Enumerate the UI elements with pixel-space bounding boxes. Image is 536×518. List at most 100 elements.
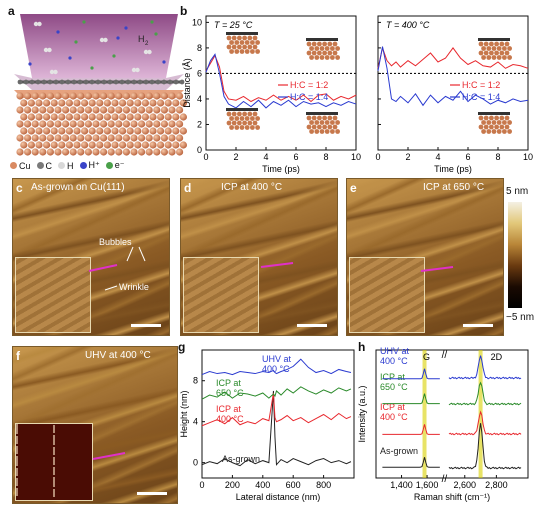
cu-atom bbox=[335, 120, 340, 125]
cu-atom bbox=[244, 49, 250, 54]
cu-atom bbox=[138, 148, 146, 156]
series-label: As-grown bbox=[222, 454, 260, 464]
cu-atom bbox=[119, 99, 127, 107]
profile-line bbox=[201, 390, 352, 467]
cu-atom bbox=[81, 99, 89, 107]
cu-atom bbox=[327, 124, 333, 130]
cu-atom bbox=[69, 106, 77, 114]
x-tick-label: 0 bbox=[375, 152, 380, 162]
cu-atom bbox=[130, 92, 138, 100]
cu-atom bbox=[77, 120, 85, 128]
cu-atom bbox=[157, 127, 165, 135]
cu-atom bbox=[255, 125, 260, 130]
cu-atom bbox=[103, 99, 111, 107]
x-tick-label: 2 bbox=[233, 152, 238, 162]
md-plot-0: 0 2 4 6 8 10 0 2 4 6 8 10 Time (ps) T = 25 °C H:C = 1:… bbox=[192, 15, 361, 174]
y-tick-label: 6 bbox=[197, 68, 202, 78]
hydrogen-atom bbox=[37, 21, 42, 27]
cu-atom bbox=[478, 115, 484, 121]
cu-atom bbox=[332, 50, 338, 56]
cu-atom bbox=[324, 46, 330, 51]
graphene-atom bbox=[53, 79, 59, 85]
cu-atom bbox=[247, 120, 253, 126]
cu-atom bbox=[311, 124, 317, 130]
cu-atom bbox=[504, 115, 510, 121]
y-axis-label: Distance (Å) bbox=[182, 58, 192, 108]
series-label: As-grown bbox=[380, 446, 418, 456]
cu-atom bbox=[242, 120, 247, 126]
cu-atom bbox=[73, 99, 81, 107]
cu-atom bbox=[489, 41, 494, 47]
colorbar-gradient bbox=[508, 202, 522, 308]
y-tick-label: 4 bbox=[197, 94, 202, 104]
cu-atom bbox=[499, 41, 505, 47]
copper-slab bbox=[14, 90, 187, 156]
graphene-sheet bbox=[226, 108, 258, 111]
bubble-dot bbox=[16, 472, 18, 474]
bubble-dot bbox=[16, 458, 18, 460]
cu-atom bbox=[160, 120, 168, 128]
graphene-atom bbox=[125, 79, 131, 85]
cu-atom bbox=[88, 99, 96, 107]
cu-atom bbox=[250, 40, 255, 45]
cu-atom bbox=[81, 141, 89, 149]
cu-atom bbox=[229, 116, 234, 121]
cu-atom bbox=[327, 50, 333, 56]
graphene-atom bbox=[161, 79, 167, 85]
cu-atom bbox=[16, 134, 24, 142]
bubble-dot bbox=[16, 424, 18, 426]
cu-atom bbox=[319, 46, 325, 51]
cu-atom bbox=[314, 46, 320, 51]
afm-inset-e bbox=[349, 257, 425, 333]
cu-atom bbox=[478, 50, 484, 56]
cu-atom bbox=[168, 92, 176, 100]
cu-atom bbox=[153, 148, 161, 156]
cu-atom bbox=[496, 46, 502, 51]
plot-frame bbox=[375, 349, 529, 479]
cu-atom bbox=[122, 134, 130, 142]
cu-atom bbox=[507, 129, 512, 134]
afm-panel-e: e ICP at 650 °C bbox=[346, 178, 504, 336]
cu-atom bbox=[134, 113, 142, 121]
bubble-dot bbox=[53, 439, 55, 441]
cu-atom bbox=[330, 120, 335, 125]
bubble-dot bbox=[16, 438, 18, 440]
cu-atom bbox=[107, 148, 115, 156]
cu-atom bbox=[16, 148, 24, 156]
electron bbox=[154, 32, 158, 36]
afm-d-overlay bbox=[260, 262, 294, 268]
cu-atom bbox=[229, 40, 234, 45]
bubble-dot bbox=[53, 483, 55, 485]
cu-atom bbox=[141, 113, 149, 121]
cu-atom bbox=[149, 141, 157, 149]
bubble-dot bbox=[16, 462, 18, 464]
legend-label: H:C = 1:2 bbox=[290, 80, 328, 90]
graphene-atom bbox=[101, 79, 107, 85]
x-tick-label: 1,400 bbox=[390, 480, 413, 490]
graphene-atoms bbox=[17, 79, 185, 85]
cu-atom bbox=[317, 124, 322, 130]
cu-atom bbox=[138, 134, 146, 142]
cu-atom bbox=[35, 99, 43, 107]
cu-atom bbox=[24, 106, 32, 114]
cu-atom bbox=[234, 40, 240, 45]
cu-atom bbox=[176, 106, 184, 114]
cu-atom bbox=[35, 141, 43, 149]
cu-atom bbox=[229, 49, 234, 54]
cu-atom bbox=[62, 106, 70, 114]
cu-atom bbox=[157, 99, 165, 107]
cu-atom bbox=[100, 106, 108, 114]
cu-atom bbox=[16, 92, 24, 100]
x-axis-label: Lateral distance (nm) bbox=[236, 492, 321, 502]
cu-atom bbox=[309, 120, 314, 125]
hydrogen-atom bbox=[135, 67, 140, 73]
cu-atom bbox=[179, 141, 187, 149]
cu-atom bbox=[134, 141, 142, 149]
cu-atom bbox=[100, 148, 108, 156]
afm-panel-d: d ICP at 400 °C bbox=[180, 178, 338, 336]
cu-atom bbox=[100, 134, 108, 142]
cu-atom bbox=[149, 99, 157, 107]
graphene-atom bbox=[149, 79, 155, 85]
cu-atom bbox=[92, 134, 100, 142]
cu-atom bbox=[481, 129, 486, 134]
